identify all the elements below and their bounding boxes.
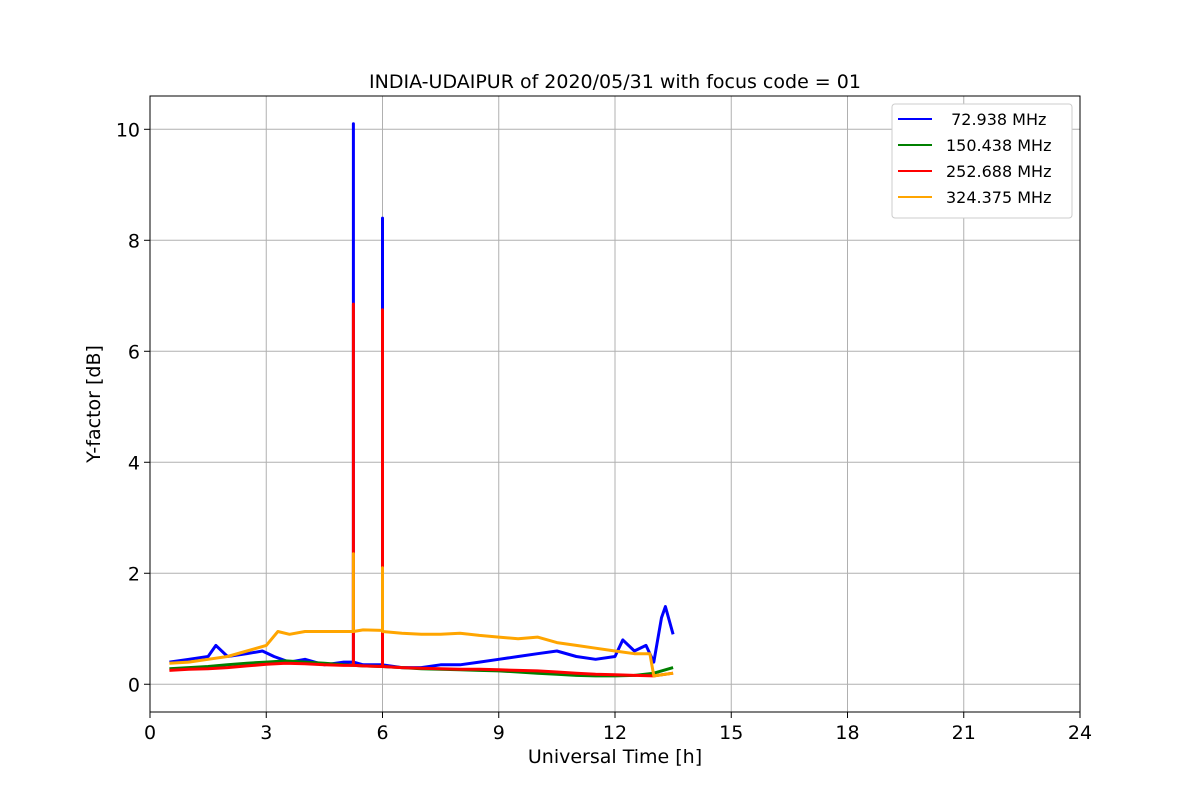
x-tick-label: 3 (260, 722, 272, 744)
x-tick-label: 18 (835, 722, 859, 744)
y-tick-label: 0 (128, 674, 140, 696)
y-tick-label: 6 (128, 341, 140, 363)
y-tick-label: 8 (128, 230, 140, 252)
x-tick-label: 6 (376, 722, 388, 744)
legend-label-0: 72.938 MHz (946, 110, 1046, 129)
legend-label-2: 252.688 MHz (946, 162, 1051, 181)
series-line-3 (169, 552, 674, 678)
grid (149, 96, 1081, 712)
y-tick-label: 4 (128, 452, 140, 474)
x-tick-label: 15 (719, 722, 743, 744)
series-layer (169, 122, 675, 678)
y-axis-label: Y-factor [dB] (83, 345, 105, 464)
series-line-2 (169, 302, 674, 678)
legend-box (891, 103, 1073, 219)
x-tick-label: 21 (952, 722, 976, 744)
series-line-0 (169, 122, 675, 670)
y-tick-label: 10 (116, 119, 140, 141)
legend-label-1: 150.438 MHz (946, 136, 1051, 155)
chart-title: INDIA-UDAIPUR of 2020/05/31 with focus c… (369, 71, 861, 93)
y-tick-label: 2 (128, 563, 140, 585)
x-axis-label: Universal Time [h] (528, 746, 702, 768)
x-tick-label: 9 (493, 722, 505, 744)
legend: 72.938 MHz 150.438 MHz 252.688 MHz 324.375 … (891, 103, 1073, 219)
legend-label-3: 324.375 MHz (946, 188, 1051, 207)
x-tick-label: 12 (603, 722, 627, 744)
x-tick-label: 0 (144, 722, 156, 744)
x-tick-label: 24 (1068, 722, 1092, 744)
